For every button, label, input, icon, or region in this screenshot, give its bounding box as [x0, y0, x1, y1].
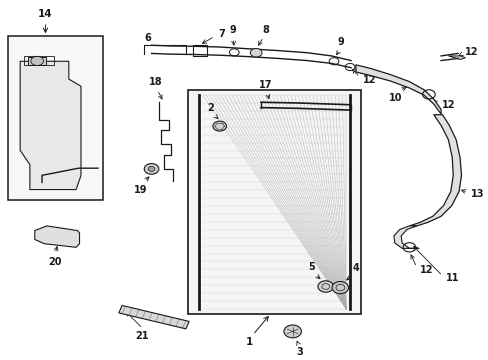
Text: 9: 9 — [229, 25, 236, 35]
Text: 16: 16 — [7, 75, 21, 85]
Text: 13: 13 — [470, 189, 484, 199]
Text: 1: 1 — [246, 337, 253, 347]
Text: 17: 17 — [259, 80, 272, 90]
Text: 3: 3 — [296, 347, 303, 357]
Circle shape — [331, 282, 348, 294]
Polygon shape — [119, 305, 189, 329]
Bar — [188, 90, 360, 314]
Text: 8: 8 — [262, 24, 269, 35]
Text: 2: 2 — [207, 103, 214, 113]
Circle shape — [31, 56, 43, 66]
Text: 7: 7 — [218, 29, 224, 39]
Text: 12: 12 — [441, 100, 455, 111]
Text: 18: 18 — [148, 77, 162, 87]
Bar — [192, 45, 206, 56]
Circle shape — [284, 325, 301, 338]
Text: 10: 10 — [388, 93, 402, 103]
Text: 12: 12 — [465, 48, 478, 57]
Text: 4: 4 — [352, 263, 359, 273]
Text: 11: 11 — [446, 273, 459, 283]
Text: 12: 12 — [419, 265, 433, 275]
Bar — [24, 56, 54, 65]
Text: 20: 20 — [48, 257, 62, 266]
Polygon shape — [20, 61, 81, 190]
Polygon shape — [393, 226, 418, 248]
Circle shape — [250, 49, 262, 57]
Polygon shape — [355, 65, 440, 114]
Circle shape — [148, 166, 155, 171]
Text: 12: 12 — [363, 75, 376, 85]
Bar — [28, 57, 46, 65]
Circle shape — [212, 121, 226, 131]
Text: 21: 21 — [135, 332, 148, 341]
Polygon shape — [35, 226, 80, 247]
Polygon shape — [447, 56, 465, 59]
Circle shape — [144, 163, 159, 174]
Text: 6: 6 — [144, 33, 151, 43]
Text: 15: 15 — [57, 44, 70, 54]
Text: 19: 19 — [134, 185, 147, 195]
Polygon shape — [408, 115, 461, 226]
Text: 14: 14 — [38, 9, 53, 18]
Text: 5: 5 — [307, 261, 314, 271]
Text: 9: 9 — [337, 37, 344, 47]
Circle shape — [317, 281, 333, 292]
Bar — [8, 36, 102, 200]
